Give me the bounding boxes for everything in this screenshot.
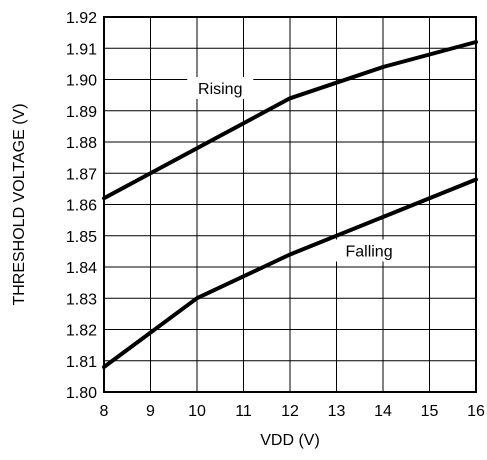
series-label-falling: Falling bbox=[345, 244, 392, 261]
x-tick-label: 11 bbox=[235, 403, 252, 420]
y-axis-label: THRESHOLD VOLTAGE (V) bbox=[11, 103, 28, 305]
series-label-background bbox=[331, 239, 407, 262]
y-tick-label: 1.80 bbox=[66, 385, 97, 402]
y-tick-label: 1.83 bbox=[66, 291, 97, 308]
x-tick-label: 15 bbox=[421, 403, 439, 420]
x-tick-labels: 8 9 10 11 12 13 14 15 16 bbox=[100, 403, 485, 420]
x-tick-label: 9 bbox=[146, 403, 155, 420]
x-tick-label: 16 bbox=[467, 403, 485, 420]
grid-layer bbox=[103, 16, 477, 393]
y-tick-labels: 1.80 1.81 1.82 1.83 1.84 1.85 1.86 1.87 1.88 1.89… bbox=[66, 10, 97, 402]
series-label-rising: Rising bbox=[198, 81, 242, 98]
series-layer: Rising Falling bbox=[102, 40, 478, 369]
series-line-falling bbox=[102, 177, 478, 369]
y-tick-label: 1.81 bbox=[66, 354, 97, 371]
y-tick-label: 1.90 bbox=[66, 73, 97, 90]
y-tick-label: 1.85 bbox=[66, 229, 97, 246]
y-tick-label: 1.82 bbox=[66, 323, 97, 340]
y-tick-label: 1.84 bbox=[66, 260, 97, 277]
y-tick-label: 1.86 bbox=[66, 198, 97, 215]
series-label-background bbox=[187, 77, 254, 99]
x-tick-label: 12 bbox=[281, 403, 299, 420]
x-axis-label: VDD (V) bbox=[260, 432, 320, 449]
x-tick-label: 13 bbox=[328, 403, 346, 420]
y-tick-label: 1.89 bbox=[66, 104, 97, 121]
y-tick-label: 1.92 bbox=[66, 10, 97, 27]
y-tick-label: 1.88 bbox=[66, 135, 97, 152]
x-tick-label: 10 bbox=[188, 403, 206, 420]
plot-frame bbox=[103, 16, 477, 393]
y-tick-label: 1.87 bbox=[66, 166, 97, 183]
x-tick-label: 14 bbox=[374, 403, 392, 420]
x-tick-label: 8 bbox=[100, 403, 109, 420]
y-tick-label: 1.91 bbox=[66, 41, 97, 58]
series-line-rising bbox=[102, 40, 478, 201]
